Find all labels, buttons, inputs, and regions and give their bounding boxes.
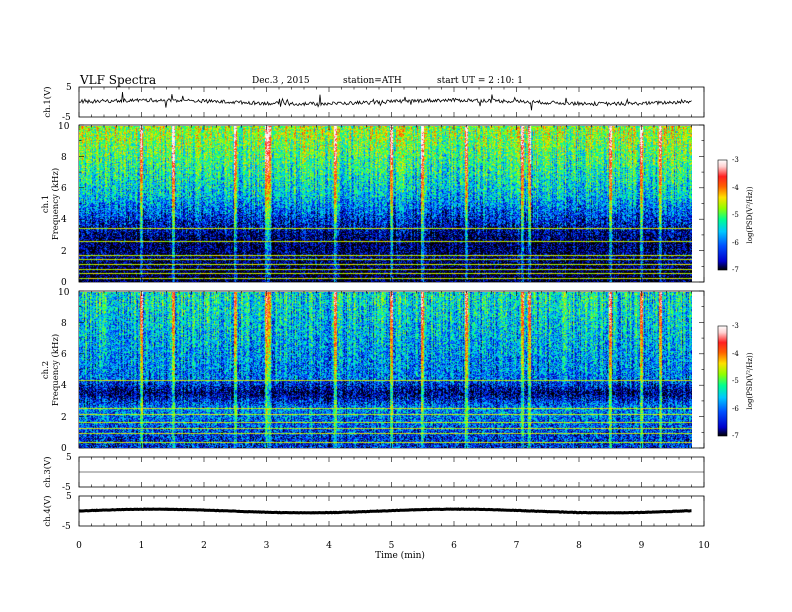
ch1-wave-ytick-top: 5 — [66, 83, 72, 93]
ch2-spec-ytick-4: 4 — [61, 381, 67, 391]
figure-title: VLF Spectra — [79, 73, 156, 87]
ch2-cbtick-minus5: -5 — [732, 377, 739, 385]
xtick-5: 5 — [389, 541, 395, 551]
ch2-spec-ytick-6: 6 — [61, 350, 67, 360]
ch2-spec-ylabel-frequency: Frequency (kHz) — [50, 334, 61, 406]
ch1-spectrogram-image — [79, 126, 692, 282]
ch4-wave-ytick-top: 5 — [66, 492, 72, 502]
ch2-spectrogram-image — [79, 292, 692, 448]
xtick-9: 9 — [639, 541, 645, 551]
x-axis-label: Time (min) — [375, 550, 425, 561]
station-label: station=ATH — [343, 76, 402, 86]
axis-ticks — [78, 87, 705, 526]
ch2-cbtick-minus6: -6 — [732, 405, 739, 413]
ch4-wave-ylabel: ch.4(V) — [42, 495, 53, 526]
ch2-cbtick-minus4: -4 — [732, 350, 739, 358]
ch1-spec-ytick-2: 2 — [61, 247, 67, 257]
ch2-colorbar — [717, 325, 728, 437]
ch2-spec-ytick-8: 8 — [61, 319, 67, 329]
ch2-colorbar-label: log(PSD(V²/Hz)) — [746, 352, 754, 409]
ch4-waveform — [78, 507, 692, 515]
ch1-cbtick-minus5: -5 — [732, 211, 739, 219]
ch1-waveform — [78, 91, 692, 111]
ch3-wave-ytick-bottom: -5 — [62, 483, 71, 493]
ch1-cbtick-minus4: -4 — [732, 184, 739, 192]
ch1-wave-ylabel: ch.1(V) — [42, 86, 53, 117]
ch1-spec-ytick-0: 0 — [61, 278, 67, 288]
xtick-4: 4 — [326, 541, 332, 551]
ch1-spec-ylabel-channel: ch.1 — [41, 195, 51, 213]
xtick-6: 6 — [451, 541, 457, 551]
xtick-8: 8 — [576, 541, 582, 551]
ch2-cbtick-minus7: -7 — [732, 432, 739, 440]
date-label: Dec.3 , 2015 — [252, 76, 310, 86]
start-time-label: start UT = 2 :10: 1 — [437, 76, 523, 86]
ch4-wave-ytick-bottom: -5 — [62, 522, 71, 532]
xtick-7: 7 — [514, 541, 520, 551]
ch1-colorbar — [717, 159, 728, 271]
ch3-wave-ytick-top: 5 — [66, 453, 72, 463]
ch2-spec-ytick-0: 0 — [61, 444, 67, 454]
xtick-10: 10 — [698, 541, 710, 551]
ch2-spec-ytick-2: 2 — [61, 413, 67, 423]
xtick-2: 2 — [201, 541, 207, 551]
ch1-wave-ytick-bottom: -5 — [62, 113, 71, 123]
xtick-1: 1 — [139, 541, 145, 551]
ch2-cbtick-minus3: -3 — [732, 322, 739, 330]
ch1-cbtick-minus7: -7 — [732, 266, 739, 274]
ch2-spec-ylabel-channel: ch.2 — [41, 361, 51, 379]
xtick-3: 3 — [264, 541, 270, 551]
ch1-spec-ytick-10: 10 — [58, 122, 70, 132]
ch1-spec-ylabel-frequency: Frequency (kHz) — [50, 168, 61, 240]
ch1-spec-ytick-6: 6 — [61, 184, 67, 194]
ch1-spec-ytick-4: 4 — [61, 215, 67, 225]
ch3-wave-ylabel: ch.3(V) — [42, 456, 53, 487]
xtick-0: 0 — [76, 541, 82, 551]
ch1-spec-ytick-8: 8 — [61, 153, 67, 163]
ch2-spec-ytick-10: 10 — [58, 288, 70, 298]
ch1-colorbar-label: log(PSD(V²/Hz)) — [746, 186, 754, 243]
ch1-cbtick-minus6: -6 — [732, 239, 739, 247]
ch1-cbtick-minus3: -3 — [732, 156, 739, 164]
